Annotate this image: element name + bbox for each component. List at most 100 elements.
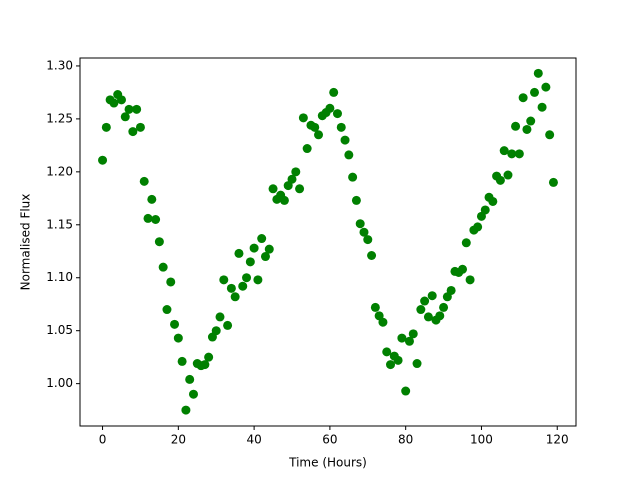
point: [287, 174, 297, 184]
point: [530, 87, 540, 97]
point: [336, 122, 346, 132]
point: [98, 155, 108, 165]
point: [302, 144, 312, 154]
point: [177, 356, 187, 366]
y-tick-label: 1.10: [46, 270, 73, 284]
point: [412, 359, 422, 369]
point: [170, 319, 180, 329]
point: [435, 311, 445, 321]
x-tick-label: 100: [470, 433, 493, 447]
point: [204, 352, 214, 362]
point: [359, 227, 369, 237]
point: [120, 112, 130, 122]
point: [397, 333, 407, 343]
point: [461, 238, 471, 248]
point: [291, 167, 301, 177]
point: [249, 243, 259, 253]
point: [238, 281, 248, 291]
point: [548, 177, 558, 187]
point: [446, 285, 456, 295]
point: [507, 149, 517, 159]
point: [458, 264, 468, 274]
point: [200, 360, 210, 370]
y-tick-label: 1.30: [46, 58, 73, 72]
point: [344, 150, 354, 160]
point: [363, 235, 373, 245]
point: [480, 205, 490, 215]
point: [181, 405, 191, 415]
y-tick-label: 1.15: [46, 217, 73, 231]
point: [404, 336, 414, 346]
y-tick-label: 1.20: [46, 164, 73, 178]
point: [223, 320, 233, 330]
point: [151, 214, 161, 224]
point: [541, 82, 551, 92]
point: [295, 184, 305, 194]
point: [166, 277, 176, 287]
point: [173, 333, 183, 343]
point: [533, 68, 543, 78]
point: [401, 386, 411, 396]
point: [495, 175, 505, 185]
point: [154, 237, 164, 247]
plot-frame: [79, 57, 577, 427]
y-tick-label: 1.05: [46, 323, 73, 337]
point: [245, 257, 255, 267]
y-axis-label: Normalised Flux: [19, 194, 33, 291]
point: [518, 93, 528, 103]
point: [514, 149, 524, 159]
point: [511, 121, 521, 131]
point: [416, 305, 426, 315]
point: [378, 317, 388, 327]
point: [279, 195, 289, 205]
point: [162, 305, 172, 315]
x-tick-label: 0: [99, 433, 107, 447]
point: [465, 275, 475, 285]
point: [545, 130, 555, 140]
point: [135, 122, 145, 132]
point: [253, 275, 263, 285]
point: [132, 104, 142, 114]
point: [260, 252, 270, 262]
point: [423, 312, 433, 322]
point: [298, 113, 308, 123]
point: [230, 292, 240, 302]
point: [188, 389, 198, 399]
x-tick-label: 80: [398, 433, 413, 447]
point: [139, 176, 149, 186]
point: [408, 329, 418, 339]
point: [393, 355, 403, 365]
point: [325, 103, 335, 113]
y-tick-label: 1.25: [46, 111, 73, 125]
point: [143, 213, 153, 223]
point: [147, 194, 157, 204]
point: [522, 124, 532, 134]
point: [314, 130, 324, 140]
y-tick-label: 1.00: [46, 376, 73, 390]
point: [219, 275, 229, 285]
point: [488, 196, 498, 206]
point: [351, 195, 361, 205]
point: [211, 326, 221, 336]
point: [537, 102, 547, 112]
point: [215, 312, 225, 322]
point: [386, 360, 396, 370]
point: [473, 222, 483, 232]
x-tick-label: 40: [246, 433, 261, 447]
point: [242, 273, 252, 283]
point: [185, 374, 195, 384]
point: [427, 291, 437, 301]
point: [329, 87, 339, 97]
point: [268, 184, 278, 194]
point: [367, 251, 377, 261]
point: [503, 170, 513, 180]
x-tick-label: 60: [322, 433, 337, 447]
point: [257, 234, 267, 244]
point: [124, 104, 134, 114]
point: [158, 262, 168, 272]
point: [264, 244, 274, 254]
point: [332, 109, 342, 119]
x-tick-label: 120: [546, 433, 569, 447]
point: [310, 122, 320, 132]
